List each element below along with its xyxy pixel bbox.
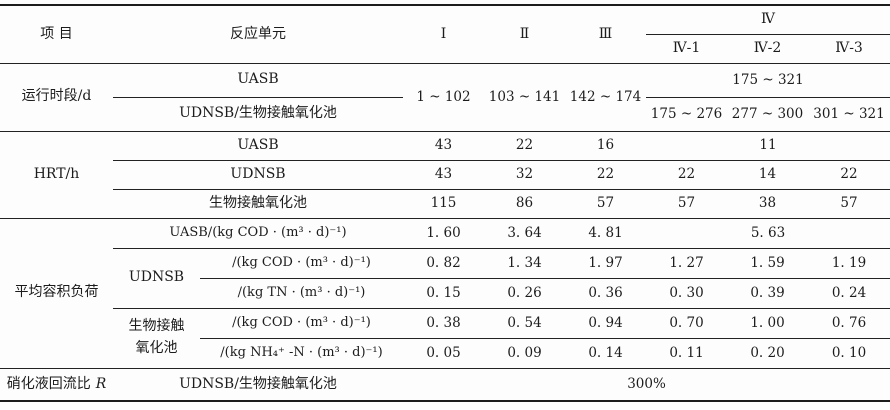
load-uasb-I: 1. 60: [403, 218, 484, 249]
hrt-row-uasb: HRT/h UASB 43 22 16 11: [0, 131, 890, 219]
period-value-III: 142 ~ 174: [565, 63, 646, 132]
period-udnsb-unit: UDNSB/生物接触氧化池: [113, 97, 403, 132]
hrt-row-udnsb: UDNSB 43 32 22 22 14 22: [0, 160, 890, 190]
header-col-III: Ⅲ: [565, 5, 646, 64]
hrt-bio-II: 86: [484, 189, 565, 219]
hrt-udnsb-I: 43: [403, 160, 484, 190]
period-uasb-value-IV: 175 ~ 321: [646, 63, 890, 98]
period-uasb-unit: UASB: [113, 63, 403, 98]
period-group-label: 运行时段/d: [0, 63, 113, 132]
header-row-2: Ⅳ-1 Ⅳ-2 Ⅳ-3: [0, 34, 890, 64]
load-uasb-III: 4. 81: [565, 218, 646, 249]
hrt-udnsb-III: 22: [565, 160, 646, 190]
hrt-bio-I: 115: [403, 189, 484, 219]
load-uasb-IV: 5. 63: [646, 218, 890, 249]
load-udnsb-cod-IV-2: 1. 59: [727, 248, 808, 279]
load-bio-cod-unit: /(kg COD · (m³ · d)⁻¹): [200, 308, 403, 339]
header-unit-cell: 反应单元: [113, 5, 403, 64]
load-bio-label: 生物接触 氧化池: [113, 308, 200, 369]
load-udnsb-cod-unit: /(kg COD · (m³ · d)⁻¹): [200, 248, 403, 279]
hrt-bio-IV-2: 38: [727, 189, 808, 219]
load-bio-nh4-unit: /(kg NH₄⁺ -N · (m³ · d)⁻¹): [200, 338, 403, 369]
load-bio-nh4-IV-1: 0. 11: [646, 338, 727, 369]
header-col-IV: Ⅳ: [646, 5, 890, 35]
hrt-udnsb-IV-1: 22: [646, 160, 727, 190]
load-udnsb-cod-IV-1: 1. 27: [646, 248, 727, 279]
period-value-II: 103 ~ 141: [484, 63, 565, 132]
hrt-uasb-III: 16: [565, 131, 646, 161]
load-row-udnsb-cod: UDNSB /(kg COD · (m³ · d)⁻¹) 0. 82 1. 34…: [0, 248, 890, 309]
load-bio-nh4-IV-3: 0. 10: [808, 338, 890, 369]
header-item-cell: 项 目: [0, 5, 113, 64]
load-bio-label-line1: 生物接触: [128, 318, 185, 335]
load-udnsb-tn-IV-3: 0. 24: [808, 278, 890, 309]
load-bio-nh4-III: 0. 14: [565, 338, 646, 369]
recycle-row: 硝化液回流比 R UDNSB/生物接触氧化池 300%: [0, 368, 890, 401]
load-bio-cod-IV-1: 0. 70: [646, 308, 727, 339]
hrt-row-bio: 生物接触氧化池 115 86 57 57 38 57: [0, 189, 890, 219]
hrt-bio-IV-3: 57: [808, 189, 890, 219]
load-row-uasb: 平均容积负荷 UASB/(kg COD · (m³ · d)⁻¹) 1. 60 …: [0, 218, 890, 369]
hrt-uasb-IV: 11: [646, 131, 890, 161]
header-col-II: Ⅱ: [484, 5, 565, 64]
load-bio-cod-I: 0. 38: [403, 308, 484, 339]
load-udnsb-cod-III: 1. 97: [565, 248, 646, 279]
load-udnsb-tn-III: 0. 36: [565, 278, 646, 309]
load-bio-cod-III: 0. 94: [565, 308, 646, 339]
load-group-label: 平均容积负荷: [0, 218, 113, 369]
load-udnsb-tn-IV-2: 0. 39: [727, 278, 808, 309]
period-value-I: 1 ~ 102: [403, 63, 484, 132]
load-row-udnsb-tn: /(kg TN · (m³ · d)⁻¹) 0. 15 0. 26 0. 36 …: [0, 278, 890, 309]
recycle-label: 硝化液回流比: [6, 375, 91, 392]
load-bio-nh4-I: 0. 05: [403, 338, 484, 369]
header-row-1: 项 目 反应单元 Ⅰ Ⅱ Ⅲ Ⅳ: [0, 5, 890, 64]
header-col-IV-2: Ⅳ-2: [727, 34, 808, 64]
hrt-bio-III: 57: [565, 189, 646, 219]
load-row-bio-cod: 生物接触 氧化池 /(kg COD · (m³ · d)⁻¹) 0. 38 0.…: [0, 308, 890, 369]
hrt-udnsb-IV-3: 22: [808, 160, 890, 190]
load-bio-nh4-IV-2: 0. 20: [727, 338, 808, 369]
load-udnsb-tn-II: 0. 26: [484, 278, 565, 309]
hrt-uasb-I: 43: [403, 131, 484, 161]
hrt-bio-unit: 生物接触氧化池: [113, 189, 403, 219]
load-bio-nh4-II: 0. 09: [484, 338, 565, 369]
load-bio-label-line2: 氧化池: [135, 340, 178, 356]
load-udnsb-tn-IV-1: 0. 30: [646, 278, 727, 309]
load-udnsb-cod-I: 0. 82: [403, 248, 484, 279]
period-value-IV-1: 175 ~ 276: [646, 97, 727, 132]
hrt-bio-IV-1: 57: [646, 189, 727, 219]
recycle-label-cell: 硝化液回流比 R: [0, 368, 113, 401]
hrt-group-label: HRT/h: [0, 131, 113, 219]
reactor-parameters-table: 项 目 反应单元 Ⅰ Ⅱ Ⅲ Ⅳ Ⅳ-1 Ⅳ-2 Ⅳ-3 运行时段/d UASB…: [0, 4, 890, 402]
load-udnsb-tn-unit: /(kg TN · (m³ · d)⁻¹): [200, 278, 403, 309]
load-udnsb-label: UDNSB: [113, 248, 200, 309]
header-col-IV-1: Ⅳ-1: [646, 34, 727, 64]
load-bio-cod-IV-2: 1. 00: [727, 308, 808, 339]
load-udnsb-cod-IV-3: 1. 19: [808, 248, 890, 279]
load-udnsb-tn-I: 0. 15: [403, 278, 484, 309]
recycle-value: 300%: [627, 375, 666, 392]
load-bio-cod-II: 0. 54: [484, 308, 565, 339]
load-bio-cod-IV-3: 0. 76: [808, 308, 890, 339]
load-uasb-unit: UASB/(kg COD · (m³ · d)⁻¹): [113, 218, 403, 249]
hrt-udnsb-unit: UDNSB: [113, 160, 403, 190]
period-row-uasb: 运行时段/d UASB 1 ~ 102 103 ~ 141 142 ~ 174 …: [0, 63, 890, 132]
load-uasb-II: 3. 64: [484, 218, 565, 249]
period-value-IV-3: 301 ~ 321: [808, 97, 890, 132]
hrt-uasb-II: 22: [484, 131, 565, 161]
load-row-bio-nh4: /(kg NH₄⁺ -N · (m³ · d)⁻¹) 0. 05 0. 09 0…: [0, 338, 890, 369]
header-col-IV-3: Ⅳ-3: [808, 34, 890, 64]
load-udnsb-cod-II: 1. 34: [484, 248, 565, 279]
hrt-udnsb-II: 32: [484, 160, 565, 190]
hrt-uasb-unit: UASB: [113, 131, 403, 161]
period-row-udnsb: UDNSB/生物接触氧化池 175 ~ 276 277 ~ 300 301 ~ …: [0, 97, 890, 132]
recycle-unit: UDNSB/生物接触氧化池: [179, 375, 337, 392]
recycle-label-variable: R: [95, 375, 107, 392]
hrt-udnsb-IV-2: 14: [727, 160, 808, 190]
period-value-IV-2: 277 ~ 300: [727, 97, 808, 132]
header-col-I: Ⅰ: [403, 5, 484, 64]
